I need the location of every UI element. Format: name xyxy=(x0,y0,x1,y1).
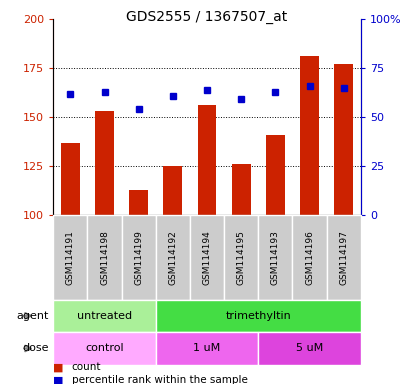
Bar xyxy=(129,190,148,215)
Text: 1 uM: 1 uM xyxy=(193,343,220,354)
Text: percentile rank within the sample: percentile rank within the sample xyxy=(72,375,247,384)
Text: GSM114198: GSM114198 xyxy=(100,230,109,285)
Text: ■: ■ xyxy=(53,375,64,384)
Bar xyxy=(53,215,87,300)
Bar xyxy=(333,64,352,215)
Text: agent: agent xyxy=(17,311,49,321)
Bar xyxy=(53,332,155,365)
Bar xyxy=(189,215,224,300)
Bar xyxy=(224,215,258,300)
Text: GDS2555 / 1367507_at: GDS2555 / 1367507_at xyxy=(126,10,287,23)
Text: GSM114193: GSM114193 xyxy=(270,230,279,285)
Bar xyxy=(292,215,326,300)
Text: trimethyltin: trimethyltin xyxy=(225,311,290,321)
Text: ■: ■ xyxy=(53,362,64,372)
Text: 5 uM: 5 uM xyxy=(295,343,322,354)
Bar xyxy=(265,135,284,215)
Bar xyxy=(87,215,121,300)
Bar xyxy=(53,300,155,332)
Text: GSM114197: GSM114197 xyxy=(338,230,347,285)
Bar xyxy=(155,332,258,365)
Text: control: control xyxy=(85,343,124,354)
Text: GSM114194: GSM114194 xyxy=(202,230,211,285)
Text: GSM114192: GSM114192 xyxy=(168,230,177,285)
Bar xyxy=(231,164,250,215)
Text: dose: dose xyxy=(22,343,49,354)
Text: count: count xyxy=(72,362,101,372)
Text: GSM114199: GSM114199 xyxy=(134,230,143,285)
Bar xyxy=(155,215,189,300)
Bar xyxy=(121,215,155,300)
Bar xyxy=(326,215,360,300)
Bar xyxy=(197,105,216,215)
Bar xyxy=(95,111,114,215)
Text: GSM114191: GSM114191 xyxy=(66,230,75,285)
Bar xyxy=(258,215,292,300)
Text: GSM114195: GSM114195 xyxy=(236,230,245,285)
Bar xyxy=(155,300,360,332)
Bar xyxy=(61,142,80,215)
Text: GSM114196: GSM114196 xyxy=(304,230,313,285)
Bar xyxy=(163,166,182,215)
Text: untreated: untreated xyxy=(77,311,132,321)
Bar xyxy=(299,56,318,215)
Bar xyxy=(258,332,360,365)
